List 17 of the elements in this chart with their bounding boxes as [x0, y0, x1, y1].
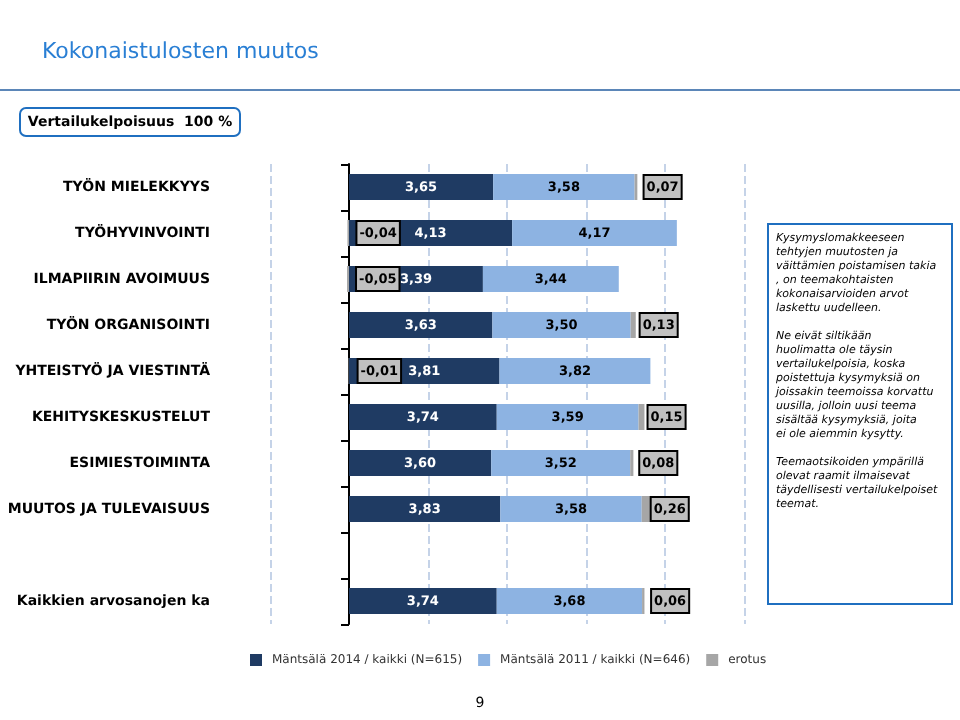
bar [496, 404, 639, 430]
bar [349, 450, 492, 476]
bar [492, 312, 631, 338]
bar [349, 312, 493, 338]
bar [491, 450, 631, 476]
bar [499, 358, 651, 384]
bar [500, 496, 642, 522]
bar [349, 404, 497, 430]
bar [349, 496, 501, 522]
bar [349, 174, 494, 200]
bar [496, 588, 643, 614]
bar [512, 220, 677, 246]
bar [349, 588, 497, 614]
bar [630, 312, 636, 338]
chart-title: Kokonaistulosten muutos [42, 38, 320, 64]
bar [493, 174, 635, 200]
bar [482, 266, 619, 292]
